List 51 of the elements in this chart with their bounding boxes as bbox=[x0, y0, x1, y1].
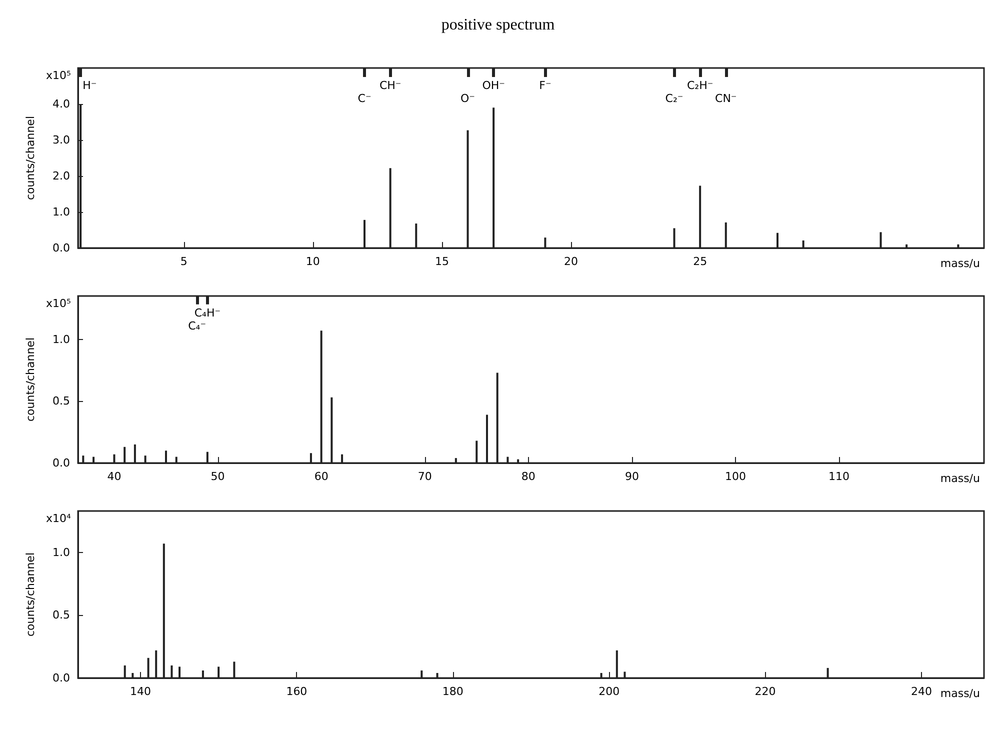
x-tick-label: 160 bbox=[286, 685, 308, 698]
y-axis-title: counts/channel bbox=[24, 552, 37, 636]
x-tick-label: 80 bbox=[521, 470, 536, 483]
y-tick-label: 4.0 bbox=[52, 98, 70, 110]
chart-title: positive spectrum bbox=[441, 16, 556, 34]
ref-line-label: F⁻ bbox=[539, 79, 552, 92]
x-tick-label: 60 bbox=[314, 470, 328, 483]
x-tick-label: 10 bbox=[306, 255, 320, 268]
y-tick-label: 0.0 bbox=[52, 456, 70, 470]
y-tick-label: 0.5 bbox=[52, 394, 70, 408]
text: x10⁴ bbox=[46, 512, 72, 525]
x-tick-label: 110 bbox=[828, 470, 850, 483]
x-tick-label: 90 bbox=[624, 470, 639, 483]
x-axis-title: mass/u bbox=[940, 472, 980, 485]
y-tick-label: 1.0 bbox=[52, 206, 70, 218]
x-tick-label: 50 bbox=[210, 470, 225, 483]
ref-line-label: OH⁻ bbox=[482, 79, 506, 92]
x-tick-label: 15 bbox=[434, 255, 449, 268]
x-tick-label: 100 bbox=[724, 470, 746, 483]
y-axis-title: counts/channel bbox=[24, 116, 37, 200]
text: x10⁵ bbox=[46, 69, 71, 82]
y-tick-label: 0.0 bbox=[52, 242, 70, 254]
x-tick-label: 140 bbox=[130, 685, 151, 698]
x-tick-label: 70 bbox=[418, 470, 432, 483]
text: x10⁵ bbox=[46, 297, 71, 310]
x-axis-title: mass/u bbox=[940, 257, 980, 270]
x-tick-label: 240 bbox=[911, 685, 932, 698]
x-tick-label: 40 bbox=[107, 470, 122, 483]
x-tick-label: 20 bbox=[564, 255, 578, 268]
y-tick-label: 1.0 bbox=[52, 332, 70, 346]
x-tick-label: 200 bbox=[598, 685, 620, 698]
ref-line-label: C₂⁻ bbox=[665, 92, 684, 105]
y-tick-label: 3.0 bbox=[52, 134, 70, 146]
y-tick-label: 0.5 bbox=[52, 608, 70, 622]
ref-line-label: H⁻ bbox=[82, 79, 97, 92]
ref-line-label: C₄⁻ bbox=[188, 319, 206, 332]
x-axis-title: mass/u bbox=[940, 687, 980, 700]
x-tick-label: 25 bbox=[693, 255, 708, 268]
x-tick-label: 5 bbox=[180, 255, 188, 268]
y-tick-label: 1.0 bbox=[52, 546, 70, 559]
ref-line-label: CN⁻ bbox=[715, 92, 737, 105]
ref-line-label: O⁻ bbox=[460, 92, 476, 105]
ref-line-label: C₄H⁻ bbox=[194, 306, 221, 320]
x-tick-label: 180 bbox=[442, 685, 464, 698]
x-tick-label: 220 bbox=[754, 685, 776, 698]
ref-line-label: CH⁻ bbox=[379, 79, 402, 92]
y-axis-title: counts/channel bbox=[24, 338, 37, 422]
ref-line-label: C⁻ bbox=[358, 92, 372, 105]
ref-line-label: C₂H⁻ bbox=[686, 79, 714, 92]
y-tick-label: 2.0 bbox=[52, 170, 70, 182]
y-tick-label: 0.0 bbox=[52, 672, 70, 684]
